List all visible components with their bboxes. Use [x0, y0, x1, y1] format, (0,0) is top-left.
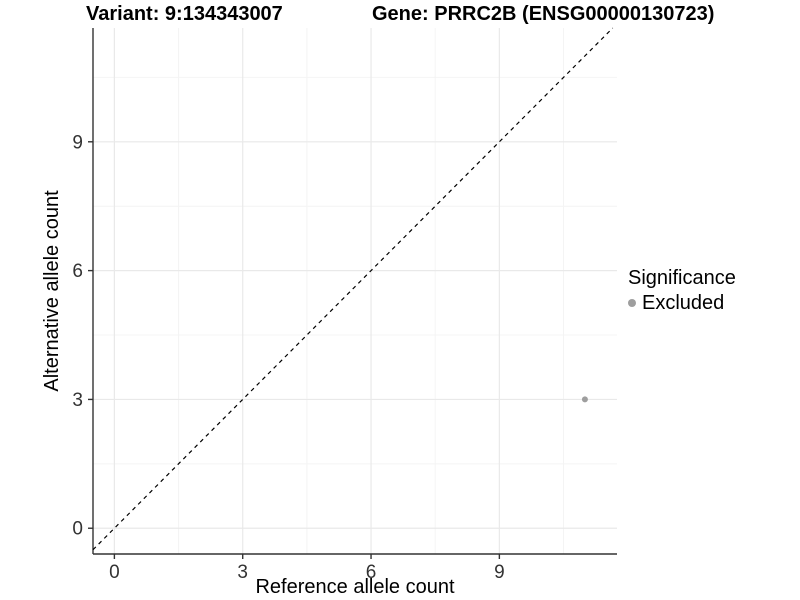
legend-item-label: Excluded [642, 292, 725, 314]
y-tick-label: 6 [72, 261, 83, 282]
y-tick-label: 0 [72, 519, 83, 540]
legend-item-excluded: Excluded [628, 291, 736, 315]
identity-line [92, 27, 614, 551]
legend: Significance Excluded [628, 266, 736, 315]
variant-title: Variant: 9:134343007 [86, 3, 283, 25]
legend-dot-icon [628, 299, 636, 307]
x-tick-label: 9 [494, 562, 505, 583]
y-tick-label: 3 [72, 390, 83, 411]
gene-title: Gene: PRRC2B (ENSG00000130723) [372, 3, 715, 25]
data-point [581, 396, 588, 403]
x-tick-label: 3 [237, 562, 248, 583]
x-tick-label: 0 [109, 562, 120, 583]
y-axis-title: Alternative allele count [41, 190, 63, 392]
x-tick-label: 6 [366, 562, 377, 583]
x-axis-title: Reference allele count [255, 576, 454, 598]
y-tick-label: 9 [72, 132, 83, 153]
legend-title: Significance [628, 267, 736, 289]
